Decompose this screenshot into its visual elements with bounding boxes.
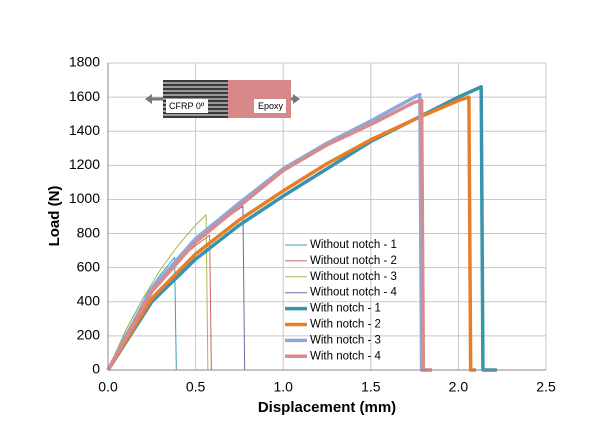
legend-label: Without notch - 3 <box>310 271 397 283</box>
x-tick-label: 2.0 <box>449 379 469 395</box>
label-box <box>254 99 286 113</box>
legend-label: Without notch - 1 <box>310 239 397 251</box>
legend-label: With notch - 2 <box>310 319 381 331</box>
specimen-inset: CFRP 0º Epoxy <box>145 80 300 118</box>
legend-label: Without notch - 2 <box>310 255 397 267</box>
annotation: Epoxy <box>258 101 284 111</box>
series-line <box>106 98 433 372</box>
arrow <box>291 97 294 101</box>
series-line <box>106 95 476 372</box>
y-tick-label: 1600 <box>69 88 100 104</box>
series-line <box>107 234 214 371</box>
y-tick-label: 1800 <box>69 54 100 70</box>
legend-label: With notch - 1 <box>310 303 381 315</box>
label-box <box>166 99 208 113</box>
y-tick-label: 1400 <box>69 122 100 138</box>
x-tick-label: 2.5 <box>536 379 556 395</box>
x-tick-label: 1.0 <box>273 379 293 395</box>
legend-label: With notch - 4 <box>310 350 382 362</box>
arrow <box>152 97 163 101</box>
y-tick-label: 0 <box>92 361 100 377</box>
x-tick-label: 0.5 <box>186 379 206 395</box>
lines <box>106 85 497 372</box>
y-tick-label: 400 <box>77 292 101 308</box>
y-tick-label: 600 <box>77 258 101 274</box>
x-tick-label: 1.5 <box>361 379 381 395</box>
y-tick-label: 200 <box>77 327 101 343</box>
y-tick-label: 800 <box>77 224 101 240</box>
legend-label: With notch - 3 <box>310 334 381 346</box>
y-tick-label: 1200 <box>69 156 100 172</box>
y-axis-title: Load (N) <box>46 186 63 247</box>
x-tick-label: 0.0 <box>98 379 118 395</box>
x-axis-title: Displacement (mm) <box>258 399 396 416</box>
y-tick-label: 1000 <box>69 190 100 206</box>
legend: Without notch - 1 Without notch - 2 Withou… <box>285 239 398 362</box>
series-line <box>107 214 210 371</box>
legend-label: Without notch - 4 <box>310 287 398 299</box>
series-line <box>106 85 497 372</box>
annotation: CFRP 0º <box>169 101 205 111</box>
